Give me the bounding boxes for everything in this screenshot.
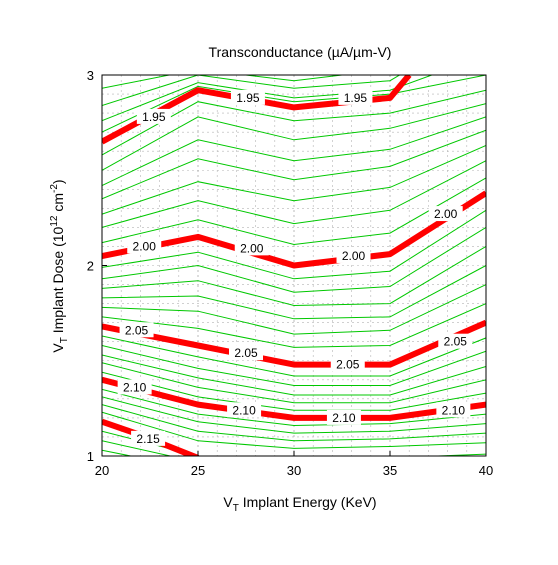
contour-label: 2.10	[332, 411, 356, 425]
contour-line	[102, 388, 486, 427]
labeled-contours	[102, 75, 486, 456]
contour-line	[102, 335, 486, 377]
contour-line	[102, 265, 486, 320]
contour-label-bg	[119, 322, 154, 338]
contour-label: 2.05	[444, 335, 468, 349]
contour-line	[102, 404, 486, 442]
contour-line	[102, 284, 486, 335]
contour-line	[102, 303, 486, 348]
contour-label: 2.05	[234, 346, 258, 360]
contour-label-bg	[428, 206, 463, 222]
x-tick-label: 20	[95, 463, 109, 478]
contour-line	[102, 209, 486, 280]
contour-line-2.10	[102, 376, 486, 421]
y-tick-label: 2	[87, 259, 94, 274]
contour-label-bg	[336, 247, 371, 263]
x-tick-label: 40	[479, 463, 493, 478]
unlabeled-contours	[102, 75, 486, 456]
contour-line	[102, 411, 486, 449]
contour-label-bg	[230, 89, 265, 105]
contour-line-1.95	[102, 75, 412, 145]
contour-label: 1.95	[344, 91, 368, 105]
x-tick-label: 25	[191, 463, 205, 478]
contour-line-2.05	[102, 319, 486, 368]
y-tick-label: 3	[87, 68, 94, 83]
contour-line	[102, 75, 486, 133]
contour-line	[102, 129, 486, 200]
contour-label: 2.05	[336, 358, 360, 372]
x-tick-label: 35	[383, 463, 397, 478]
contour-line	[102, 354, 486, 396]
contour-line	[102, 362, 486, 404]
contour-label: 2.00	[342, 249, 366, 263]
contour-line	[102, 226, 486, 293]
contour-label-bg	[117, 379, 152, 395]
x-tick-label: 30	[287, 463, 301, 478]
contour-label-bg	[234, 240, 269, 256]
contour-line	[102, 396, 486, 434]
contour-label: 2.10	[232, 403, 256, 417]
contour-line	[102, 160, 486, 228]
contour-line	[102, 449, 134, 456]
contour-line-2.00	[102, 190, 486, 269]
contour-line	[102, 75, 347, 89]
contour-label-bg	[227, 402, 262, 418]
contour-label: 2.10	[123, 380, 147, 394]
y-axis-label: VT Implant Dose (1012 cm-2)	[49, 179, 70, 352]
contour-label-bg	[436, 402, 471, 418]
contour-line	[102, 371, 486, 411]
contour-line	[102, 245, 486, 307]
contour-label-bg	[127, 238, 162, 254]
contour-label-bg	[330, 356, 365, 372]
x-axis-label: VT Implant Energy (KeV)	[223, 494, 376, 514]
contour-label-bg	[229, 345, 263, 361]
contour-label: 2.00	[240, 241, 264, 255]
contour-line	[102, 75, 401, 106]
contour-label-bg	[326, 409, 361, 425]
chart-title: Transconductance (µA/µm-V)	[209, 44, 392, 60]
contour-line	[102, 103, 486, 171]
contour-label-bg	[131, 430, 166, 446]
contour-label: 2.00	[434, 207, 458, 221]
contour-line	[102, 116, 486, 186]
contour-line	[102, 75, 434, 122]
contour-line	[102, 177, 486, 246]
y-tick-label: 1	[87, 449, 94, 464]
contour-label-bg	[438, 333, 473, 349]
contour-label: 2.15	[136, 432, 160, 446]
contour-label: 1.95	[236, 91, 260, 105]
contour-labels: 1.95 1.95 1.95 2.00 2.00 2.00 2.00 2.05 2.05 2.05…	[117, 89, 473, 446]
contour-label: 1.95	[142, 110, 166, 124]
axis-ticks: 20 25 30 35 40 1 2 3	[87, 68, 493, 478]
contour-label: 2.00	[133, 239, 157, 253]
contour-line	[102, 345, 486, 386]
contour-label: 2.05	[125, 323, 149, 337]
contour-line	[102, 145, 486, 215]
contour-label-bg	[136, 108, 171, 124]
contour-line	[102, 440, 173, 456]
contour-label-bg	[338, 89, 373, 105]
contour-label: 2.10	[442, 403, 466, 417]
